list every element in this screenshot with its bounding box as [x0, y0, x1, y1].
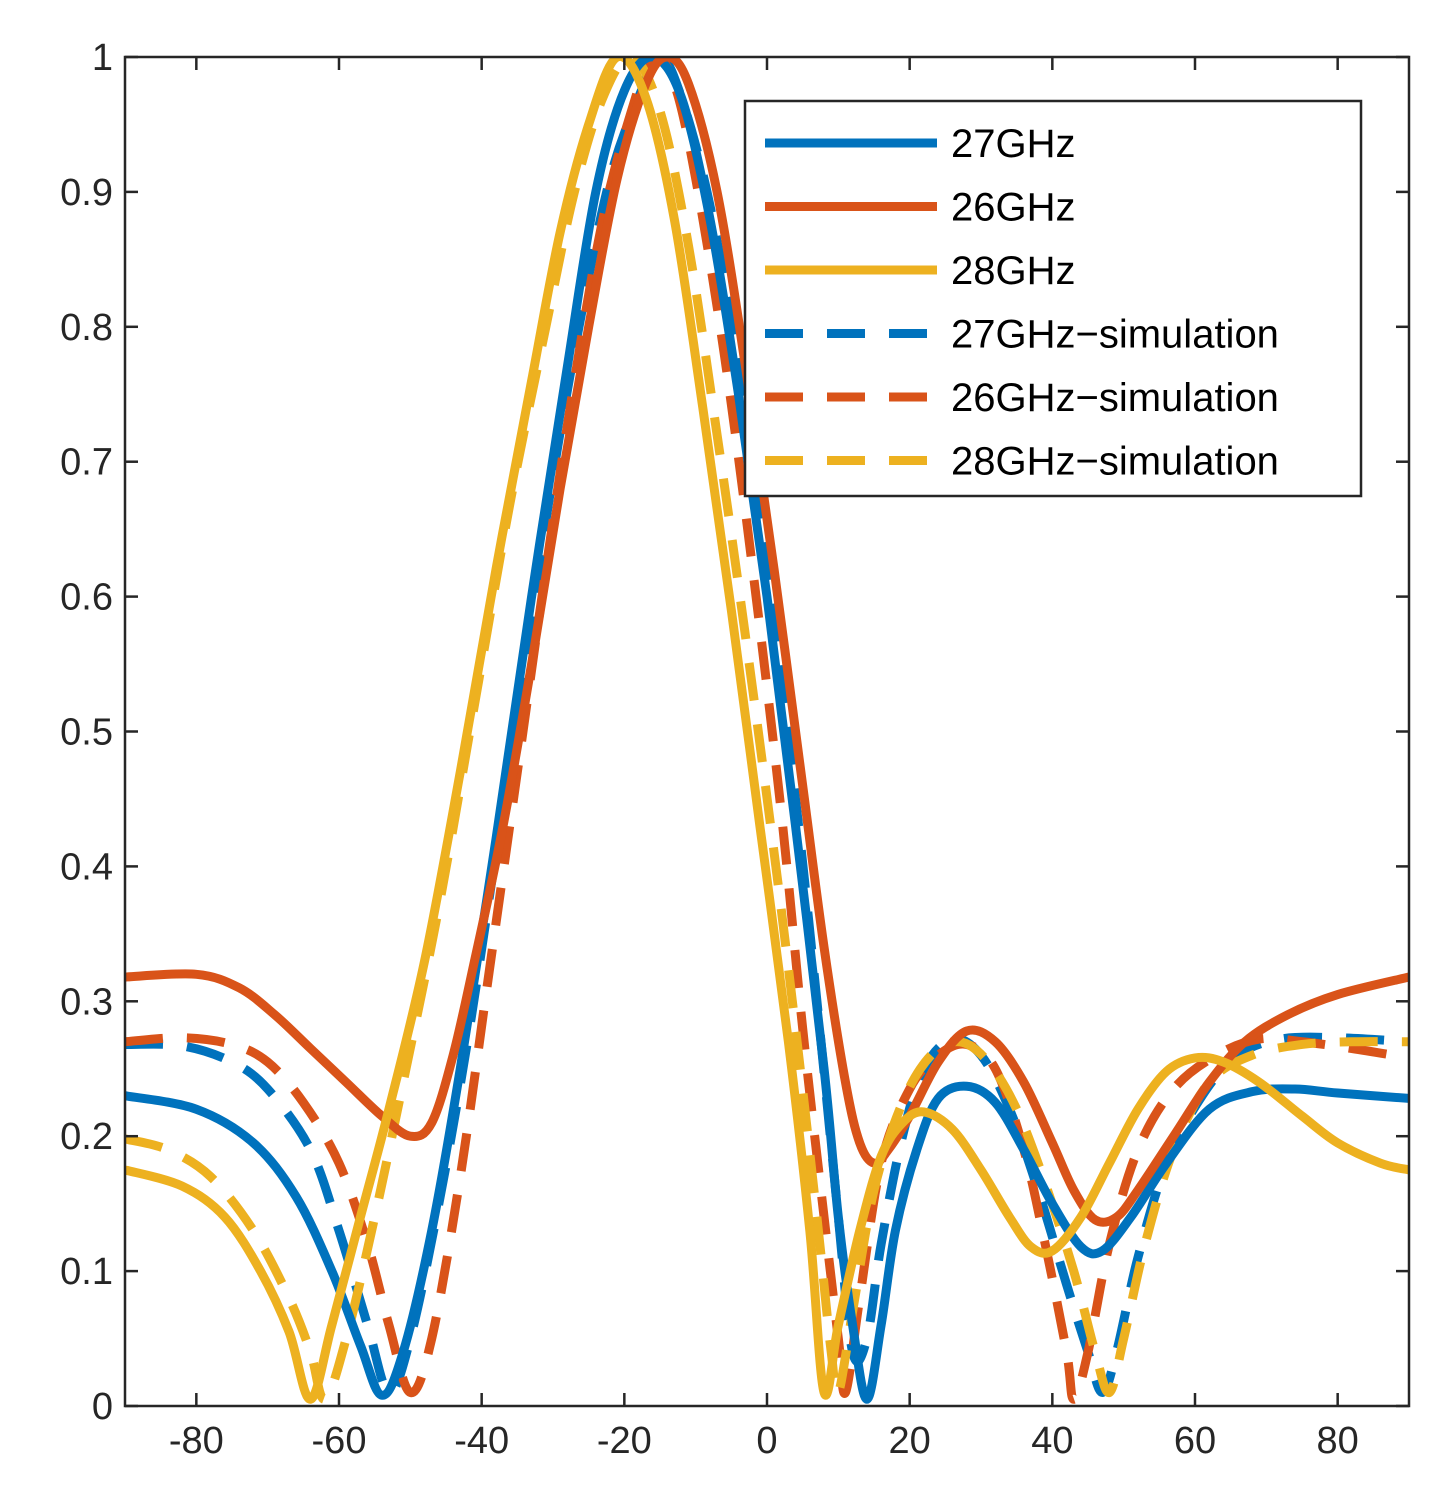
x-tick-label: -60: [312, 1420, 367, 1462]
x-tick-label: 20: [889, 1420, 931, 1462]
x-tick-label: 60: [1174, 1420, 1216, 1462]
y-tick-label: 0.1: [60, 1251, 113, 1293]
x-tick-label: 80: [1317, 1420, 1359, 1462]
x-tick-label: -40: [454, 1420, 509, 1462]
legend-label-26ghz: 26GHz: [951, 186, 1076, 230]
series-line-26ghz-simulation: [125, 57, 1409, 1404]
y-tick-label: 0.2: [60, 1116, 113, 1158]
x-tick-label: -80: [169, 1420, 224, 1462]
y-tick-label: 0.5: [60, 712, 113, 754]
y-tick-label: 0.7: [60, 442, 113, 484]
y-tick-label: 0.9: [60, 172, 113, 214]
axes: [123, 55, 1411, 1408]
legend-label-27ghz-simulation: 27GHz−simulation: [951, 313, 1279, 357]
y-tick-label: 0: [92, 1386, 113, 1428]
x-tick-label: -20: [597, 1420, 652, 1462]
y-tick-label: 0.4: [60, 846, 113, 888]
series-line-28ghz: [125, 57, 1409, 1404]
legend-label-26ghz-simulation: 26GHz−simulation: [951, 376, 1279, 420]
x-tick-label: 0: [756, 1420, 777, 1462]
legend-box: [743, 99, 1363, 498]
series-line-27ghz: [125, 57, 1409, 1404]
tick-labels: -80 -60 -40 -20 0 20 40 60 80 0 0.1 0.2 0.3 0.4 0.5 0.6…: [60, 37, 1359, 1462]
y-tick-label: 0.3: [60, 981, 113, 1023]
legend-label-28ghz: 28GHz: [951, 249, 1076, 293]
y-tick-label: 0.6: [60, 577, 113, 619]
legend-items: 27GHz 26GHz 28GHz 27GHz−simulation 26GHz−sim…: [765, 122, 1279, 484]
legend-label-27ghz: 27GHz: [951, 122, 1076, 166]
x-tick-label: 40: [1031, 1420, 1073, 1462]
series-line-28ghz-simulation: [125, 57, 1409, 1404]
y-tick-label: 0.8: [60, 307, 113, 349]
legend: 27GHz 26GHz 28GHz 27GHz−simulation 26GHz−sim…: [743, 99, 1363, 498]
y-tick-label: 1: [92, 37, 113, 79]
legend-label-28ghz-simulation: 28GHz−simulation: [951, 440, 1279, 484]
